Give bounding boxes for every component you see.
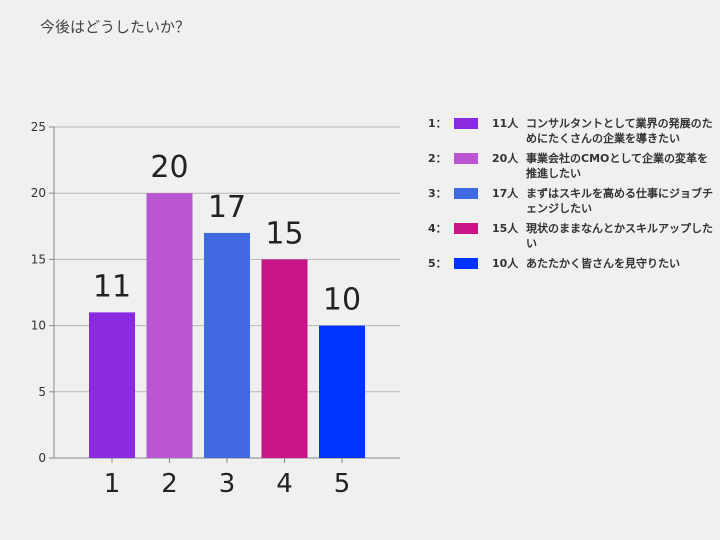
y-tick-label: 10	[31, 319, 46, 333]
y-tick-label: 20	[31, 186, 46, 200]
legend-item: 3： 17人 まずはスキルを高める仕事にジョブチェンジしたい	[428, 186, 713, 216]
x-tick-label: 4	[276, 469, 293, 499]
legend-swatch	[454, 118, 478, 129]
data-label: 20	[150, 150, 188, 185]
legend-label: まずはスキルを高める仕事にジョブチェンジしたい	[526, 187, 713, 215]
bar	[319, 325, 365, 458]
legend-label: 事業会社のCMOとして企業の変革を推進したい	[526, 152, 709, 180]
y-tick-label: 15	[31, 252, 46, 266]
legend-count: 11人	[492, 117, 519, 130]
legend-item: 4： 15人 現状のままなんとかスキルアップしたい	[428, 221, 713, 251]
legend-item: 5： 10人 あたたかく皆さんを見守りたい	[428, 256, 713, 271]
data-label: 15	[265, 216, 303, 251]
x-tick-label: 1	[104, 469, 121, 499]
legend-item: 2： 20人 事業会社のCMOとして企業の変革を推進したい	[428, 151, 713, 181]
legend-number: 3：	[428, 187, 447, 200]
legend-number: 2：	[428, 152, 447, 165]
x-tick-label: 2	[161, 469, 178, 499]
bar	[89, 312, 135, 458]
legend-count: 15人	[492, 222, 519, 235]
legend-swatch	[454, 258, 478, 269]
legend-label: 現状のままなんとかスキルアップしたい	[526, 222, 713, 250]
legend-label: あたたかく皆さんを見守りたい	[526, 257, 680, 270]
legend-swatch	[454, 223, 478, 234]
page-title: 今後はどうしたいか？	[40, 18, 191, 36]
data-label: 10	[323, 283, 361, 318]
legend-swatch	[454, 188, 478, 199]
legend-swatch	[454, 153, 478, 164]
data-label: 11	[93, 269, 131, 304]
legend-count: 10人	[492, 257, 519, 270]
legend-count: 17人	[492, 187, 519, 200]
y-tick-label: 25	[31, 120, 46, 134]
y-tick-label: 0	[38, 451, 46, 465]
bar	[146, 193, 193, 458]
data-label: 17	[208, 190, 246, 225]
x-tick-label: 3	[219, 469, 236, 499]
legend: 1： 11人 コンサルタントとして業界の発展のためにたくさんの企業を導きたい 2： 20…	[428, 116, 713, 276]
legend-count: 20人	[492, 152, 519, 165]
legend-item: 1： 11人 コンサルタントとして業界の発展のためにたくさんの企業を導きたい	[428, 116, 713, 146]
bar	[204, 232, 250, 458]
bar	[261, 259, 308, 458]
x-tick-label: 5	[334, 469, 351, 499]
legend-number: 1：	[428, 117, 447, 130]
legend-number: 4：	[428, 222, 447, 235]
y-tick-label: 5	[38, 385, 46, 399]
legend-number: 5：	[428, 257, 447, 270]
legend-label: コンサルタントとして業界の発展のためにたくさんの企業を導きたい	[526, 117, 713, 145]
